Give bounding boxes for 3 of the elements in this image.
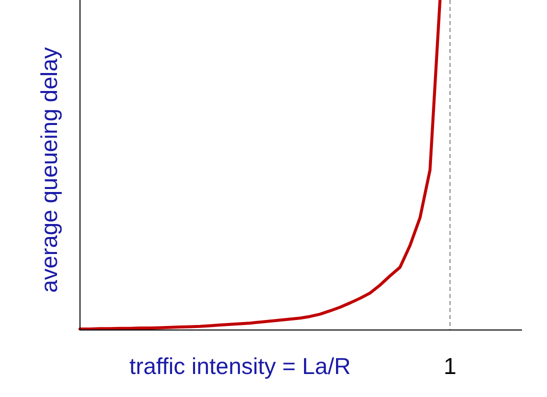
y-axis-title: average queueing delay bbox=[36, 46, 62, 293]
x-axis-title: traffic intensity = La/R bbox=[129, 353, 351, 379]
text: 1 bbox=[444, 353, 456, 379]
